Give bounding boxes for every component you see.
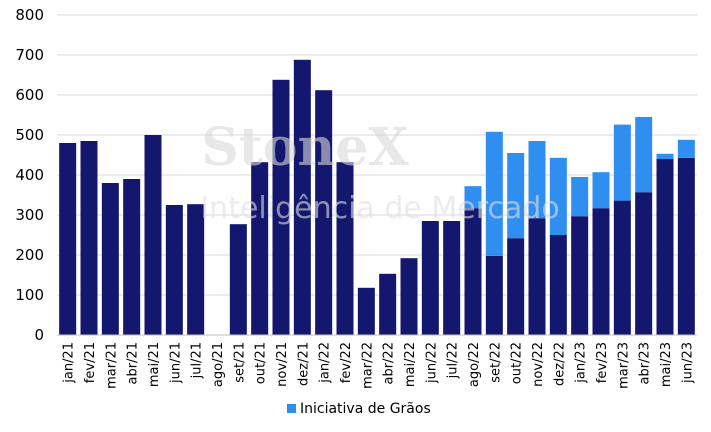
x-tick-label: out/22 — [510, 342, 525, 384]
bar-base — [165, 205, 183, 335]
bar-base — [80, 141, 98, 335]
bar-base — [421, 221, 439, 335]
x-tick-label: ago/21 — [211, 342, 226, 387]
bar-base — [571, 216, 589, 335]
y-tick-label: 400 — [15, 166, 44, 184]
legend-swatch-iniciativa — [287, 404, 296, 413]
bar-iniciativa — [613, 124, 631, 201]
x-tick-label: set/22 — [488, 342, 503, 383]
bar-base — [635, 192, 653, 335]
x-tick-label: fev/22 — [339, 342, 354, 383]
x-tick-label: jan/23 — [574, 342, 589, 384]
bar-base — [464, 208, 482, 335]
y-tick-label: 700 — [15, 46, 44, 64]
bar-base — [229, 224, 247, 335]
x-tick-label: jun/21 — [168, 342, 183, 384]
bar-base — [101, 183, 119, 335]
x-tick-label: abr/23 — [638, 342, 653, 385]
y-axis-ticks: 0 100 200 300 400 500 600 700 800 — [15, 6, 44, 344]
x-tick-label: mai/23 — [659, 342, 674, 387]
bar-base — [507, 238, 525, 335]
x-tick-label: nov/22 — [531, 342, 546, 387]
x-tick-label: jun/23 — [680, 342, 695, 384]
gridlines — [57, 14, 697, 296]
x-tick-label: mar/21 — [104, 342, 119, 389]
bar-base — [485, 255, 503, 335]
y-tick-label: 300 — [15, 206, 44, 224]
bar-iniciativa — [485, 131, 503, 256]
bar-base — [272, 79, 290, 335]
bar-base — [251, 162, 269, 335]
x-tick-label: mai/22 — [403, 342, 418, 387]
bar-iniciativa — [549, 157, 567, 235]
bar-iniciativa — [592, 172, 610, 209]
x-tick-label: jul/22 — [446, 342, 461, 379]
bar-iniciativa — [635, 117, 653, 193]
watermark-logo: StoneX — [201, 117, 409, 178]
bar-base — [293, 59, 311, 336]
legend: Iniciativa de Grãos — [287, 401, 431, 417]
watermark: StoneX Inteligência de Mercado — [200, 117, 559, 226]
bar-base — [528, 218, 546, 335]
x-tick-label: mar/22 — [360, 342, 375, 389]
bar-base — [144, 135, 162, 335]
bar-iniciativa — [464, 186, 482, 209]
x-tick-label: out/21 — [254, 342, 269, 384]
x-tick-label: mai/21 — [147, 342, 162, 387]
bar-base — [187, 204, 205, 335]
y-tick-label: 200 — [15, 246, 44, 264]
y-tick-label: 500 — [15, 126, 44, 144]
bars — [59, 59, 695, 336]
x-tick-label: mar/23 — [616, 342, 631, 389]
bar-base — [592, 208, 610, 335]
y-tick-label: 800 — [15, 6, 44, 24]
watermark-subtitle: Inteligência de Mercado — [200, 191, 559, 226]
bar-iniciativa — [656, 153, 674, 159]
bar-base — [59, 143, 77, 335]
x-tick-label: fev/23 — [595, 342, 610, 383]
y-tick-label: 600 — [15, 86, 44, 104]
x-tick-label: nov/21 — [275, 342, 290, 387]
bar-iniciativa — [507, 153, 525, 239]
x-tick-label: dez/21 — [296, 342, 311, 386]
x-tick-label: fev/21 — [83, 342, 98, 383]
legend-label-iniciativa: Iniciativa de Grãos — [300, 401, 431, 417]
bar-base — [400, 258, 418, 335]
x-tick-label: jan/21 — [62, 342, 77, 384]
bar-base — [336, 162, 354, 335]
bar-base — [443, 221, 461, 335]
bar-base — [379, 273, 397, 335]
x-tick-label: abr/22 — [382, 342, 397, 385]
bar-iniciativa — [571, 177, 589, 217]
x-tick-label: dez/22 — [552, 342, 567, 386]
bar-base — [549, 235, 567, 335]
x-tick-label: set/21 — [232, 342, 247, 383]
bar-base — [656, 159, 674, 335]
bar-base — [357, 287, 375, 335]
bar-base — [123, 179, 141, 335]
x-tick-label: jun/22 — [424, 342, 439, 384]
bar-base — [315, 90, 333, 335]
x-tick-label: abr/21 — [126, 342, 141, 385]
x-tick-label: ago/22 — [467, 342, 482, 387]
bar-iniciativa — [528, 141, 546, 219]
bar-base — [677, 157, 695, 335]
x-tick-label: jan/22 — [318, 342, 333, 384]
y-tick-label: 100 — [15, 286, 44, 304]
x-tick-label: jul/21 — [190, 342, 205, 379]
bar-iniciativa — [677, 139, 695, 158]
bar-base — [613, 200, 631, 335]
x-axis-ticks: jan/21 fev/21 mar/21 abr/21 mai/21 jun/21 jul/… — [62, 342, 696, 389]
y-tick-label: 0 — [34, 326, 44, 344]
